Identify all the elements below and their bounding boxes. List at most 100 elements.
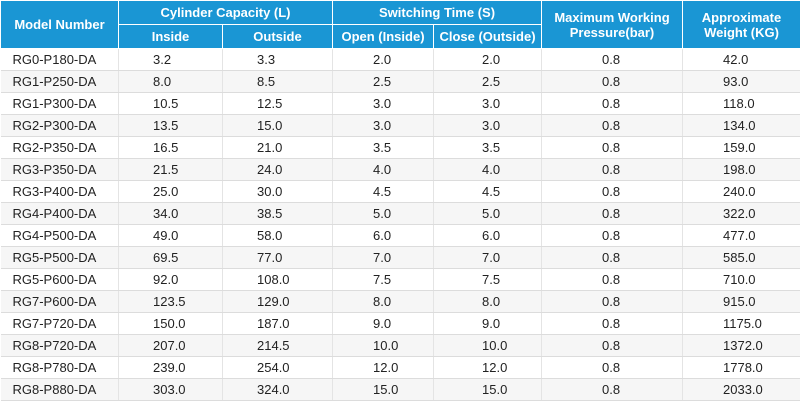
table-row: RG2-P300-DA 13.5 15.0 3.0 3.0 0.8 134.0 — [0, 114, 800, 137]
table-cell: 303.0 — [118, 378, 223, 401]
table-cell: 239.0 — [118, 356, 223, 379]
header-cell: Switching Time (S) — [332, 0, 542, 25]
table-cell: 134.0 — [682, 114, 800, 137]
table-cell: 9.0 — [433, 312, 542, 335]
table-cell: 2.5 — [332, 70, 434, 93]
table-cell: RG0-P180-DA — [0, 48, 119, 71]
table-cell: 15.0 — [433, 378, 542, 401]
table-cell: 3.0 — [332, 92, 434, 115]
table-cell: 7.0 — [433, 246, 542, 269]
table-cell: 324.0 — [222, 378, 333, 401]
table-row: RG0-P180-DA 3.2 3.3 2.0 2.0 0.8 42.0 — [0, 48, 800, 71]
table-row: RG8-P720-DA 207.0 214.5 10.0 10.0 0.8 1372.0 — [0, 334, 800, 357]
table-row: RG1-P300-DA 10.5 12.5 3.0 3.0 0.8 118.0 — [0, 92, 800, 115]
table-cell: 49.0 — [118, 224, 223, 247]
table-cell: 0.8 — [541, 224, 683, 247]
table-cell: 5.0 — [433, 202, 542, 225]
table-cell: 0.8 — [541, 290, 683, 313]
table-cell: 7.5 — [332, 268, 434, 291]
table-cell: 69.5 — [118, 246, 223, 269]
table-cell: 34.0 — [118, 202, 223, 225]
table-cell: 3.0 — [332, 114, 434, 137]
table-cell: 7.5 — [433, 268, 542, 291]
table-cell: 214.5 — [222, 334, 333, 357]
header-cell: Cylinder Capacity (L) — [118, 0, 333, 25]
table-cell: 12.5 — [222, 92, 333, 115]
table-cell: 150.0 — [118, 312, 223, 335]
table-cell: 8.0 — [118, 70, 223, 93]
table-row: RG2-P350-DA 16.5 21.0 3.5 3.5 0.8 159.0 — [0, 136, 800, 159]
header-cell: Maximum Working Pressure(bar) — [541, 0, 683, 49]
table-cell: RG5-P500-DA — [0, 246, 119, 269]
table-cell: 3.5 — [332, 136, 434, 159]
table-cell: 10.5 — [118, 92, 223, 115]
table-cell: RG4-P500-DA — [0, 224, 119, 247]
table-cell: 3.0 — [433, 92, 542, 115]
table-body: RG0-P180-DA 3.2 3.3 2.0 2.0 0.8 42.0 RG1-P250-D… — [0, 48, 800, 401]
header-cell: Approximate Weight (KG) — [682, 0, 800, 49]
table-cell: 4.5 — [332, 180, 434, 203]
table-cell: 8.0 — [332, 290, 434, 313]
table-cell: 0.8 — [541, 202, 683, 225]
table-cell: 254.0 — [222, 356, 333, 379]
table-cell: 123.5 — [118, 290, 223, 313]
table-cell: 10.0 — [433, 334, 542, 357]
table-cell: 0.8 — [541, 180, 683, 203]
table-row: RG5-P600-DA 92.0 108.0 7.5 7.5 0.8 710.0 — [0, 268, 800, 291]
table-cell: 3.5 — [433, 136, 542, 159]
table-cell: 12.0 — [433, 356, 542, 379]
table-row: RG3-P400-DA 25.0 30.0 4.5 4.5 0.8 240.0 — [0, 180, 800, 203]
table-cell: 42.0 — [682, 48, 800, 71]
table-row: RG8-P780-DA 239.0 254.0 12.0 12.0 0.8 1778.0 — [0, 356, 800, 379]
table-cell: 16.5 — [118, 136, 223, 159]
table-cell: 207.0 — [118, 334, 223, 357]
table-cell: 0.8 — [541, 334, 683, 357]
table-cell: 0.8 — [541, 48, 683, 71]
table-cell: 0.8 — [541, 114, 683, 137]
header-cell: Open (Inside) — [332, 24, 434, 49]
table-cell: 477.0 — [682, 224, 800, 247]
table-row: RG4-P500-DA 49.0 58.0 6.0 6.0 0.8 477.0 — [0, 224, 800, 247]
table-cell: 38.5 — [222, 202, 333, 225]
table-cell: 13.5 — [118, 114, 223, 137]
table-cell: 0.8 — [541, 268, 683, 291]
header-row: Model Number Cylinder Capacity (L) Switc… — [0, 0, 800, 49]
table-cell: 159.0 — [682, 136, 800, 159]
table-cell: 0.8 — [541, 92, 683, 115]
table-cell: 10.0 — [332, 334, 434, 357]
table-cell: 240.0 — [682, 180, 800, 203]
table-cell: 3.2 — [118, 48, 223, 71]
table-cell: 7.0 — [332, 246, 434, 269]
table-cell: 108.0 — [222, 268, 333, 291]
table-cell: 2033.0 — [682, 378, 800, 401]
table-row: RG7-P600-DA 123.5 129.0 8.0 8.0 0.8 915.0 — [0, 290, 800, 313]
table-cell: 129.0 — [222, 290, 333, 313]
table-header: Model Number Cylinder Capacity (L) Switc… — [0, 0, 800, 49]
table-cell: RG3-P350-DA — [0, 158, 119, 181]
table-cell: RG1-P300-DA — [0, 92, 119, 115]
table-cell: 8.0 — [433, 290, 542, 313]
table-cell: 0.8 — [541, 312, 683, 335]
table-cell: 2.5 — [433, 70, 542, 93]
table-cell: RG8-P780-DA — [0, 356, 119, 379]
table-cell: 30.0 — [222, 180, 333, 203]
table-row: RG1-P250-DA 8.0 8.5 2.5 2.5 0.8 93.0 — [0, 70, 800, 93]
table-cell: 58.0 — [222, 224, 333, 247]
header-cell: Inside — [118, 24, 223, 49]
table-row: RG4-P400-DA 34.0 38.5 5.0 5.0 0.8 322.0 — [0, 202, 800, 225]
table-cell: 12.0 — [332, 356, 434, 379]
table-cell: RG2-P300-DA — [0, 114, 119, 137]
table-cell: 0.8 — [541, 378, 683, 401]
table-cell: 15.0 — [222, 114, 333, 137]
table-cell: 0.8 — [541, 246, 683, 269]
table-cell: 710.0 — [682, 268, 800, 291]
table-cell: 4.0 — [332, 158, 434, 181]
table-cell: 4.0 — [433, 158, 542, 181]
header-cell: Outside — [222, 24, 333, 49]
table-cell: 25.0 — [118, 180, 223, 203]
table-cell: 915.0 — [682, 290, 800, 313]
table-cell: 21.0 — [222, 136, 333, 159]
table-cell: 5.0 — [332, 202, 434, 225]
table-cell: 3.3 — [222, 48, 333, 71]
